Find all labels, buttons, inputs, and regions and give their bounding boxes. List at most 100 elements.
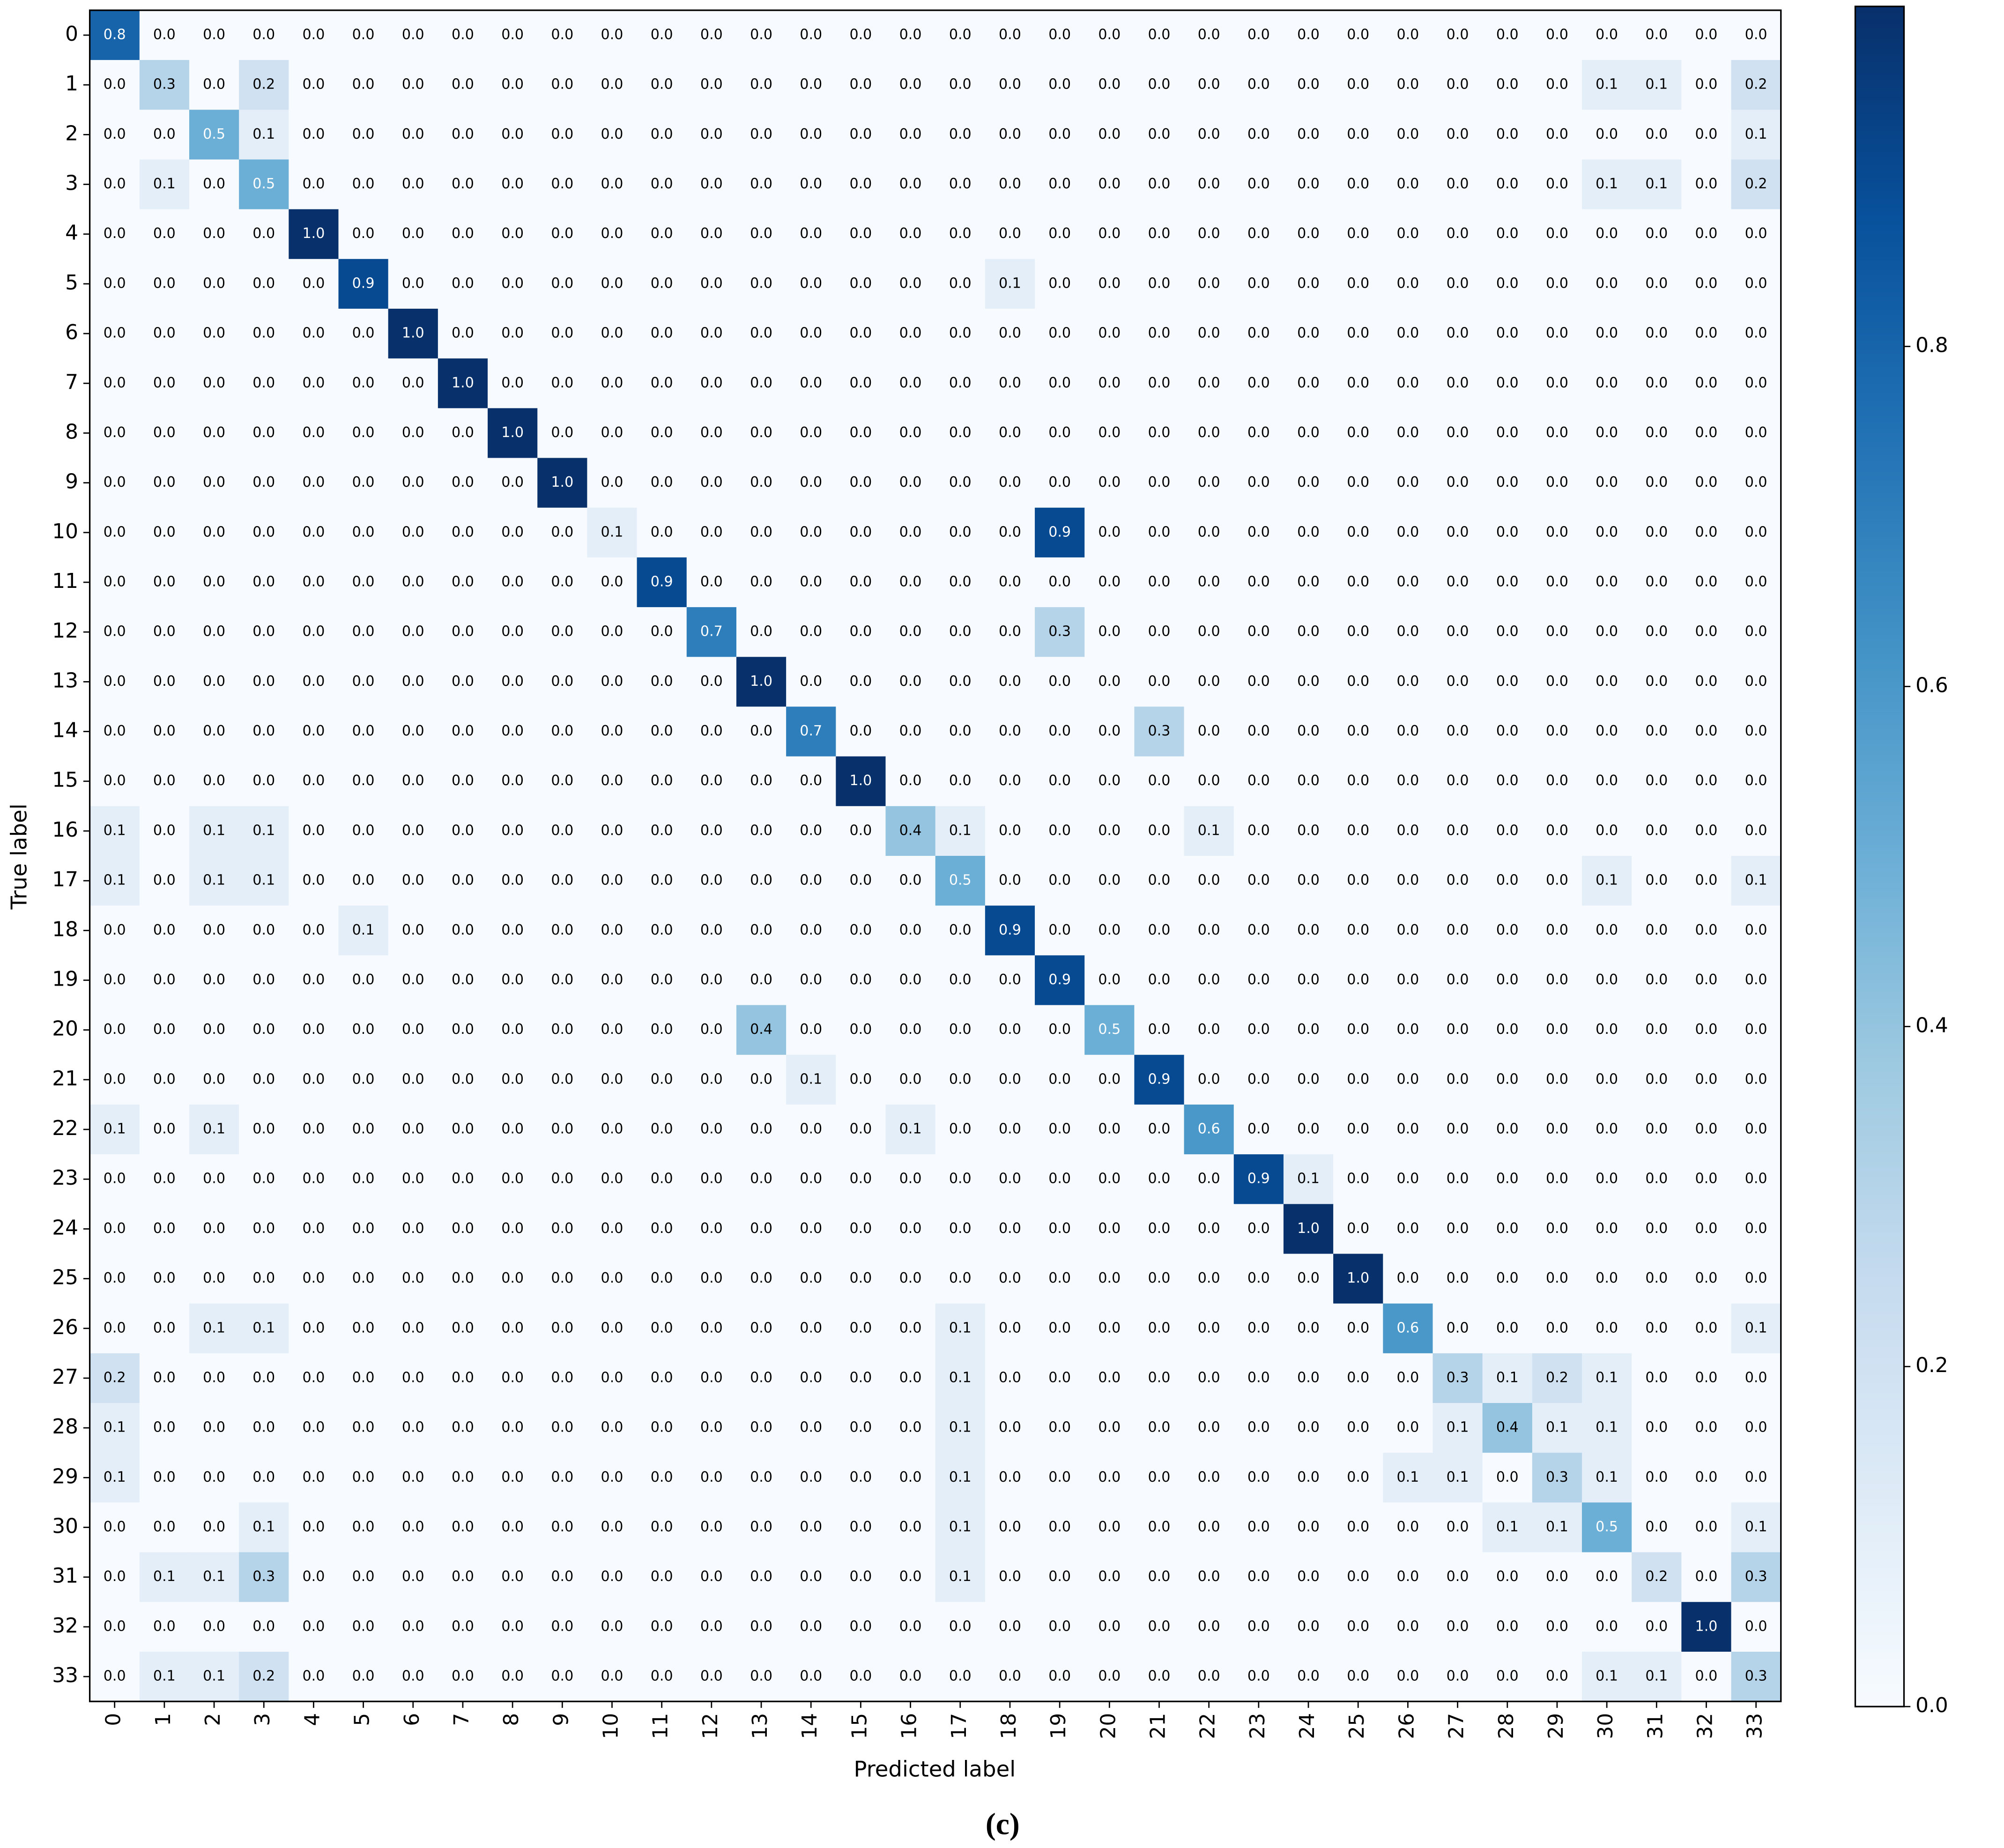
cell-label: 0.0 xyxy=(352,1121,375,1137)
cell-label: 0.0 xyxy=(551,772,573,789)
cell-label: 0.0 xyxy=(750,922,772,938)
heatmap-cell xyxy=(1084,1303,1135,1354)
cell-label: 0.0 xyxy=(1247,1668,1270,1685)
cell-label: 0.0 xyxy=(452,872,474,889)
heatmap-cell xyxy=(1731,1005,1781,1055)
heatmap-cell xyxy=(1482,1054,1533,1105)
cell-label: 0.0 xyxy=(352,176,375,192)
heatmap-cell xyxy=(1084,1502,1135,1553)
heatmap-cell xyxy=(239,358,289,409)
cell-label: 0.0 xyxy=(1546,1121,1568,1137)
heatmap-cell xyxy=(885,806,936,856)
cell-label: 0.0 xyxy=(302,1419,325,1436)
cell-label: 0.0 xyxy=(1148,1121,1171,1137)
cell-label: 0.1 xyxy=(1447,1419,1469,1436)
heatmap-cell xyxy=(388,955,438,1006)
cell-label: 0.0 xyxy=(1496,574,1519,590)
heatmap-cell xyxy=(637,1303,687,1354)
cell-label: 0.1 xyxy=(949,1369,972,1386)
cell-label: 0.0 xyxy=(402,623,424,640)
heatmap-cell xyxy=(139,458,190,508)
heatmap-cell xyxy=(1432,756,1483,807)
cell-label: 0.0 xyxy=(1098,524,1121,540)
heatmap-cell xyxy=(1035,1353,1085,1403)
cell-label: 0.0 xyxy=(1098,1320,1121,1336)
cell-label: 0.0 xyxy=(1347,176,1369,192)
heatmap-cell xyxy=(1731,159,1781,210)
cell-label: 0.0 xyxy=(1645,574,1668,590)
heatmap-cell xyxy=(1035,60,1085,111)
heatmap-cell xyxy=(488,657,538,707)
heatmap-cell xyxy=(686,1453,737,1503)
cell-label: 0.0 xyxy=(651,1071,673,1087)
heatmap-cell xyxy=(388,607,438,658)
heatmap-cell xyxy=(1532,1254,1582,1304)
cell-label: 0.0 xyxy=(1695,1668,1718,1685)
cell-label: 0.0 xyxy=(501,972,524,988)
heatmap-cell xyxy=(1532,657,1582,707)
cell-label: 0.0 xyxy=(1198,673,1220,690)
cell-label: 0.0 xyxy=(402,375,424,391)
cell-label: 0.0 xyxy=(949,772,972,789)
heatmap-cell xyxy=(786,209,837,260)
heatmap-cell xyxy=(438,1104,488,1155)
heatmap-cell xyxy=(1681,1502,1732,1553)
heatmap-cell xyxy=(1532,1204,1582,1254)
cell-label: 0.0 xyxy=(452,1171,474,1187)
heatmap-cell xyxy=(885,557,936,608)
heatmap-cell xyxy=(637,1204,687,1254)
heatmap-cell xyxy=(985,60,1035,111)
cell-label: 0.0 xyxy=(1546,1171,1568,1187)
heatmap-cell xyxy=(89,209,140,260)
heatmap-cell xyxy=(1383,756,1433,807)
cell-label: 0.0 xyxy=(501,275,524,291)
cell-label: 0.0 xyxy=(551,1419,573,1436)
heatmap-cell xyxy=(935,408,986,459)
cell-label: 0.0 xyxy=(700,1469,723,1485)
heatmap-cell xyxy=(1035,110,1085,160)
heatmap-cell xyxy=(1035,1204,1085,1254)
cell-label: 0.0 xyxy=(402,26,424,43)
heatmap-cell xyxy=(587,607,638,658)
heatmap-cell xyxy=(1383,358,1433,409)
cell-label: 0.0 xyxy=(1148,1021,1171,1038)
cell-label: 0.0 xyxy=(849,673,872,690)
heatmap-cell xyxy=(1134,110,1185,160)
cell-label: 0.0 xyxy=(302,176,325,192)
cell-label: 0.0 xyxy=(651,822,673,839)
heatmap-cell xyxy=(1681,309,1732,359)
cell-label: 0.0 xyxy=(1645,1071,1668,1087)
heatmap-cell xyxy=(985,1154,1035,1205)
cell-label: 0.0 xyxy=(601,1519,623,1535)
cell-label: 0.0 xyxy=(1447,474,1469,490)
heatmap-cell xyxy=(736,110,787,160)
cell-label: 0.0 xyxy=(352,126,375,142)
heatmap-cell xyxy=(1184,806,1234,856)
heatmap-cell xyxy=(1333,1104,1384,1155)
heatmap-cell xyxy=(786,806,837,856)
cell-label: 0.0 xyxy=(700,1171,723,1187)
cell-label: 0.0 xyxy=(750,772,772,789)
cell-label: 0.0 xyxy=(949,325,972,341)
heatmap-cell xyxy=(935,856,986,906)
cell-label: 0.0 xyxy=(1447,126,1469,142)
y-tick-label: 22 xyxy=(52,1116,78,1140)
heatmap-cell xyxy=(637,309,687,359)
heatmap-cell xyxy=(637,10,687,60)
cell-label: 0.0 xyxy=(501,922,524,938)
heatmap-cell xyxy=(836,10,886,60)
cell-label: 0.0 xyxy=(601,922,623,938)
cell-label: 0.0 xyxy=(750,424,772,441)
cell-label: 0.1 xyxy=(1447,1469,1469,1485)
heatmap-cell xyxy=(1283,209,1334,260)
cell-label: 0.0 xyxy=(203,1419,225,1436)
heatmap-cell xyxy=(686,458,737,508)
cell-label: 0.1 xyxy=(104,1419,126,1436)
heatmap-cell xyxy=(1731,1204,1781,1254)
cell-label: 0.0 xyxy=(1297,1021,1320,1038)
y-tick-label: 16 xyxy=(52,818,78,842)
heatmap-cell xyxy=(1383,507,1433,558)
cell-label: 1.0 xyxy=(452,375,474,391)
heatmap-cell xyxy=(139,1054,190,1105)
cell-label: 0.0 xyxy=(104,922,126,938)
